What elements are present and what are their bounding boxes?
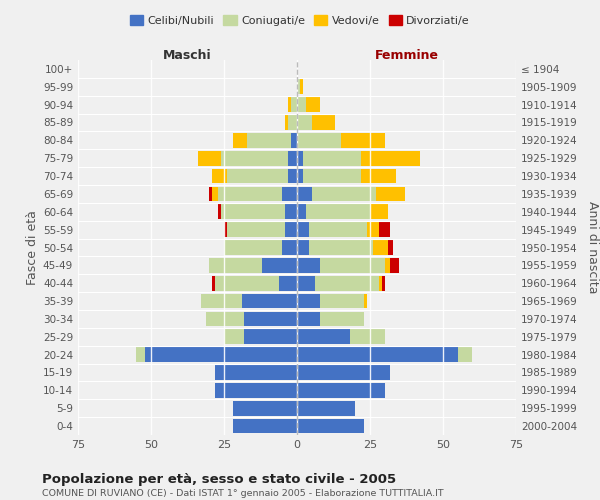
Bar [221, 204, 286, 219]
Bar [198, 151, 221, 166]
Bar [297, 365, 391, 380]
Bar [364, 294, 367, 308]
Bar [297, 276, 314, 290]
Bar [382, 276, 385, 290]
Bar [218, 204, 221, 219]
Bar [314, 276, 379, 290]
Bar [306, 98, 320, 112]
Bar [341, 133, 385, 148]
Bar [286, 204, 297, 219]
Bar [297, 80, 300, 94]
Bar [297, 115, 311, 130]
Text: COMUNE DI RUVIANO (CE) - Dati ISTAT 1° gennaio 2005 - Elaborazione TUTTITALIA.IT: COMUNE DI RUVIANO (CE) - Dati ISTAT 1° g… [42, 489, 443, 498]
Bar [215, 383, 297, 398]
Bar [224, 222, 227, 237]
Bar [370, 204, 388, 219]
Bar [297, 312, 320, 326]
Bar [233, 133, 247, 148]
Bar [385, 258, 391, 272]
Bar [320, 294, 364, 308]
Bar [297, 383, 385, 398]
Bar [224, 240, 283, 255]
Bar [303, 168, 361, 184]
Bar [320, 258, 385, 272]
Bar [308, 222, 367, 237]
Bar [145, 348, 297, 362]
Bar [212, 276, 215, 290]
Bar [283, 186, 297, 201]
Bar [297, 222, 308, 237]
Bar [291, 133, 297, 148]
Bar [379, 222, 391, 237]
Bar [297, 294, 320, 308]
Bar [206, 312, 244, 326]
Bar [286, 115, 288, 130]
Bar [224, 330, 244, 344]
Legend: Celibi/Nubili, Coniugati/e, Vedovi/e, Divorziati/e: Celibi/Nubili, Coniugati/e, Vedovi/e, Di… [125, 10, 475, 30]
Y-axis label: Anni di nascita: Anni di nascita [586, 201, 599, 294]
Bar [350, 330, 385, 344]
Bar [297, 419, 364, 434]
Bar [233, 401, 297, 415]
Bar [367, 222, 379, 237]
Bar [297, 133, 341, 148]
Bar [297, 348, 458, 362]
Bar [297, 240, 308, 255]
Bar [212, 186, 218, 201]
Text: Maschi: Maschi [163, 49, 212, 62]
Bar [391, 258, 399, 272]
Bar [297, 151, 303, 166]
Bar [297, 401, 355, 415]
Bar [209, 186, 212, 201]
Bar [458, 348, 472, 362]
Bar [373, 240, 388, 255]
Bar [215, 365, 297, 380]
Bar [300, 80, 303, 94]
Bar [242, 294, 297, 308]
Bar [286, 222, 297, 237]
Bar [361, 168, 396, 184]
Bar [233, 419, 297, 434]
Bar [215, 276, 280, 290]
Bar [262, 258, 297, 272]
Text: Popolazione per età, sesso e stato civile - 2005: Popolazione per età, sesso e stato civil… [42, 472, 396, 486]
Bar [291, 98, 297, 112]
Bar [379, 276, 382, 290]
Bar [297, 168, 303, 184]
Bar [288, 151, 297, 166]
Bar [361, 151, 419, 166]
Bar [297, 204, 306, 219]
Bar [308, 240, 373, 255]
Bar [311, 115, 335, 130]
Bar [388, 240, 394, 255]
Bar [288, 98, 291, 112]
Bar [200, 294, 242, 308]
Bar [209, 258, 262, 272]
Bar [244, 312, 297, 326]
Bar [288, 168, 297, 184]
Bar [297, 186, 311, 201]
Bar [297, 98, 306, 112]
Bar [288, 115, 297, 130]
Text: Femmine: Femmine [374, 49, 439, 62]
Bar [212, 168, 227, 184]
Bar [297, 330, 350, 344]
Y-axis label: Fasce di età: Fasce di età [26, 210, 39, 285]
Bar [244, 330, 297, 344]
Bar [280, 276, 297, 290]
Bar [283, 240, 297, 255]
Bar [320, 312, 364, 326]
Bar [303, 151, 361, 166]
Bar [247, 133, 291, 148]
Bar [376, 186, 405, 201]
Bar [227, 222, 286, 237]
Bar [306, 204, 370, 219]
Bar [227, 168, 288, 184]
Bar [136, 348, 145, 362]
Bar [311, 186, 376, 201]
Bar [297, 258, 320, 272]
Bar [221, 151, 288, 166]
Bar [218, 186, 283, 201]
